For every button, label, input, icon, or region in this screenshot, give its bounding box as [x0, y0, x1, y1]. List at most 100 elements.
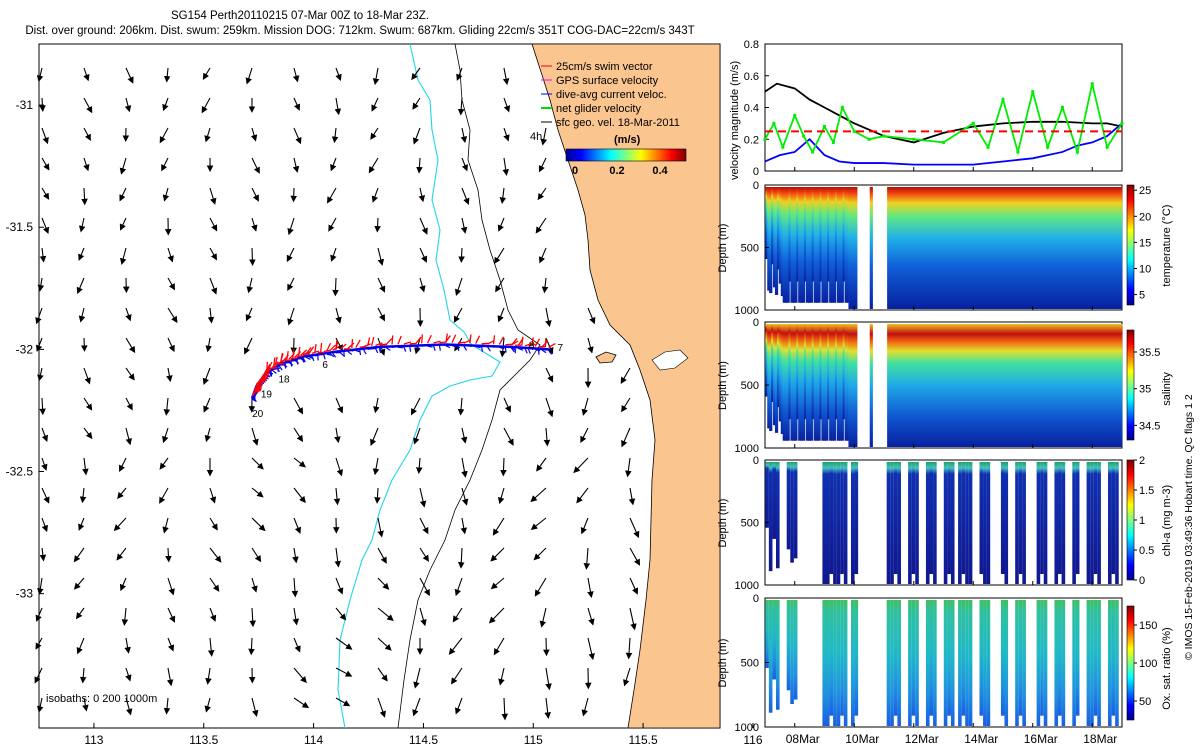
- profile-column: [947, 462, 951, 574]
- profile-column: [908, 187, 912, 309]
- current-vector-arrow: [35, 637, 43, 650]
- current-vector-arrow: [125, 697, 133, 716]
- profile-column: [1012, 187, 1017, 309]
- profile-column: [1101, 324, 1105, 447]
- profile-column: [933, 324, 937, 447]
- colorbar-tick-label: 0.5: [1139, 545, 1154, 557]
- current-vector-arrow: [368, 157, 379, 174]
- map-xtick-label: 115: [524, 733, 543, 747]
- current-vector-arrow: [251, 697, 259, 717]
- current-vector-arrow: [76, 277, 85, 295]
- profile-column: [1057, 187, 1061, 309]
- dac-vector: [487, 346, 491, 352]
- map-panel[interactable]: 7 8 6 18 19 20 113 113.5 114 114.5 115 115.5 116 -31…: [6, 43, 763, 747]
- profile-column: [898, 324, 902, 447]
- current-vector-arrow: [162, 517, 169, 534]
- current-vector-arrow: [416, 157, 423, 174]
- dac-vector: [378, 347, 382, 353]
- current-vector-arrow: [418, 187, 426, 203]
- colorbar-tick-label: 20: [1139, 211, 1151, 223]
- dac-vector: [363, 349, 367, 355]
- net-velocity-point: [867, 137, 871, 141]
- profile-column: [912, 324, 916, 447]
- profile-column: [772, 462, 777, 539]
- colorbar-tick-label: 25: [1139, 185, 1151, 197]
- profile-column: [1059, 324, 1063, 447]
- profile-column: [1070, 324, 1075, 447]
- current-vector-arrow: [581, 397, 589, 416]
- profile-column: [1093, 462, 1098, 574]
- velocity-ylabel: velocity magnitude (m/s): [729, 61, 741, 180]
- profile-column: [836, 324, 841, 441]
- legend-time: 4h: [530, 131, 542, 143]
- profile-column: [1018, 600, 1023, 716]
- temperature-section[interactable]: 0 500 1000 Depth (m) 5 10 15 20 25 temperature (°…: [717, 180, 1173, 317]
- current-vector-arrow: [332, 277, 339, 297]
- net-velocity-point: [763, 137, 767, 141]
- profile-column: [925, 187, 929, 309]
- net-velocity-point: [1061, 106, 1064, 109]
- profile-column: [817, 187, 821, 303]
- dac-vector: [323, 354, 326, 360]
- current-vector-arrow: [293, 697, 310, 709]
- profile-column: [765, 462, 769, 528]
- dac-vector: [415, 346, 421, 350]
- oxygen-section[interactable]: 0 500 1000 Depth (m) 50 100 150 Ox. sat. ratio …: [717, 593, 1173, 734]
- profile-column: [958, 600, 962, 726]
- current-vector-arrow: [413, 667, 421, 689]
- current-vector-arrow: [159, 457, 169, 470]
- time-tick-label: 18Mar: [1083, 732, 1117, 746]
- velocity-ytick-label: 0.4: [744, 103, 759, 115]
- dac-vector: [432, 345, 436, 351]
- profile-column: [933, 187, 937, 309]
- velocity-panel[interactable]: 0 0.2 0.4 0.6 0.8 velocity magnitude (m/s): [729, 39, 1124, 180]
- swim-vector: [370, 336, 375, 346]
- profile-column: [1015, 600, 1019, 726]
- colorbar-tick-label: 2: [1139, 455, 1145, 467]
- current-vector-arrow: [35, 607, 43, 622]
- chlorophyll-section[interactable]: 0 500 1000 Depth (m) 0 0.5 1 1.5 2 chl-a (mg m-3): [717, 455, 1173, 592]
- profile-column: [833, 600, 837, 726]
- profile-column: [792, 324, 796, 441]
- profile-column: [1008, 324, 1013, 447]
- salinity-section[interactable]: 0 500 1000 Depth (m) 34.5 35 35.5 salinity: [717, 317, 1173, 455]
- current-vector-arrow: [629, 547, 641, 566]
- profile-column: [1059, 187, 1063, 309]
- dac-vector: [469, 344, 475, 347]
- dac-vector: [451, 345, 458, 348]
- current-vector-arrow: [457, 547, 465, 569]
- dac-vector: [535, 348, 541, 352]
- profile-column: [831, 324, 835, 441]
- profile-column: [836, 462, 841, 584]
- current-vector-arrow: [454, 577, 463, 597]
- current-vector-arrow: [209, 277, 218, 295]
- profile-column: [1072, 324, 1076, 447]
- profile-column: [993, 187, 997, 309]
- profile-column: [1016, 187, 1020, 309]
- profile-column: [823, 187, 827, 303]
- profile-column: [979, 324, 984, 447]
- profile-column: [846, 187, 850, 303]
- velocity-ytick-label: 0.6: [744, 71, 759, 83]
- current-vector-arrow: [125, 67, 134, 84]
- profile-column: [887, 324, 891, 447]
- profile-column: [999, 324, 1003, 447]
- profile-column: [1103, 187, 1107, 309]
- swim-vector: [463, 339, 472, 344]
- profile-column: [972, 187, 976, 309]
- profile-column: [1018, 462, 1023, 574]
- map-ytick-label: -32: [16, 342, 34, 356]
- swim-vector: [391, 335, 394, 345]
- map-ytick-label: -32.5: [6, 465, 34, 479]
- current-vector-arrow: [119, 217, 127, 231]
- swim-vector: [534, 338, 540, 347]
- profile-column: [786, 324, 790, 441]
- profile-column: [772, 600, 777, 680]
- current-vector-arrow: [460, 217, 468, 234]
- profile-column: [961, 462, 966, 574]
- profile-column: [945, 324, 949, 447]
- profile-column: [1043, 600, 1048, 726]
- dac-vector: [545, 348, 551, 351]
- current-vector-arrow: [372, 67, 380, 86]
